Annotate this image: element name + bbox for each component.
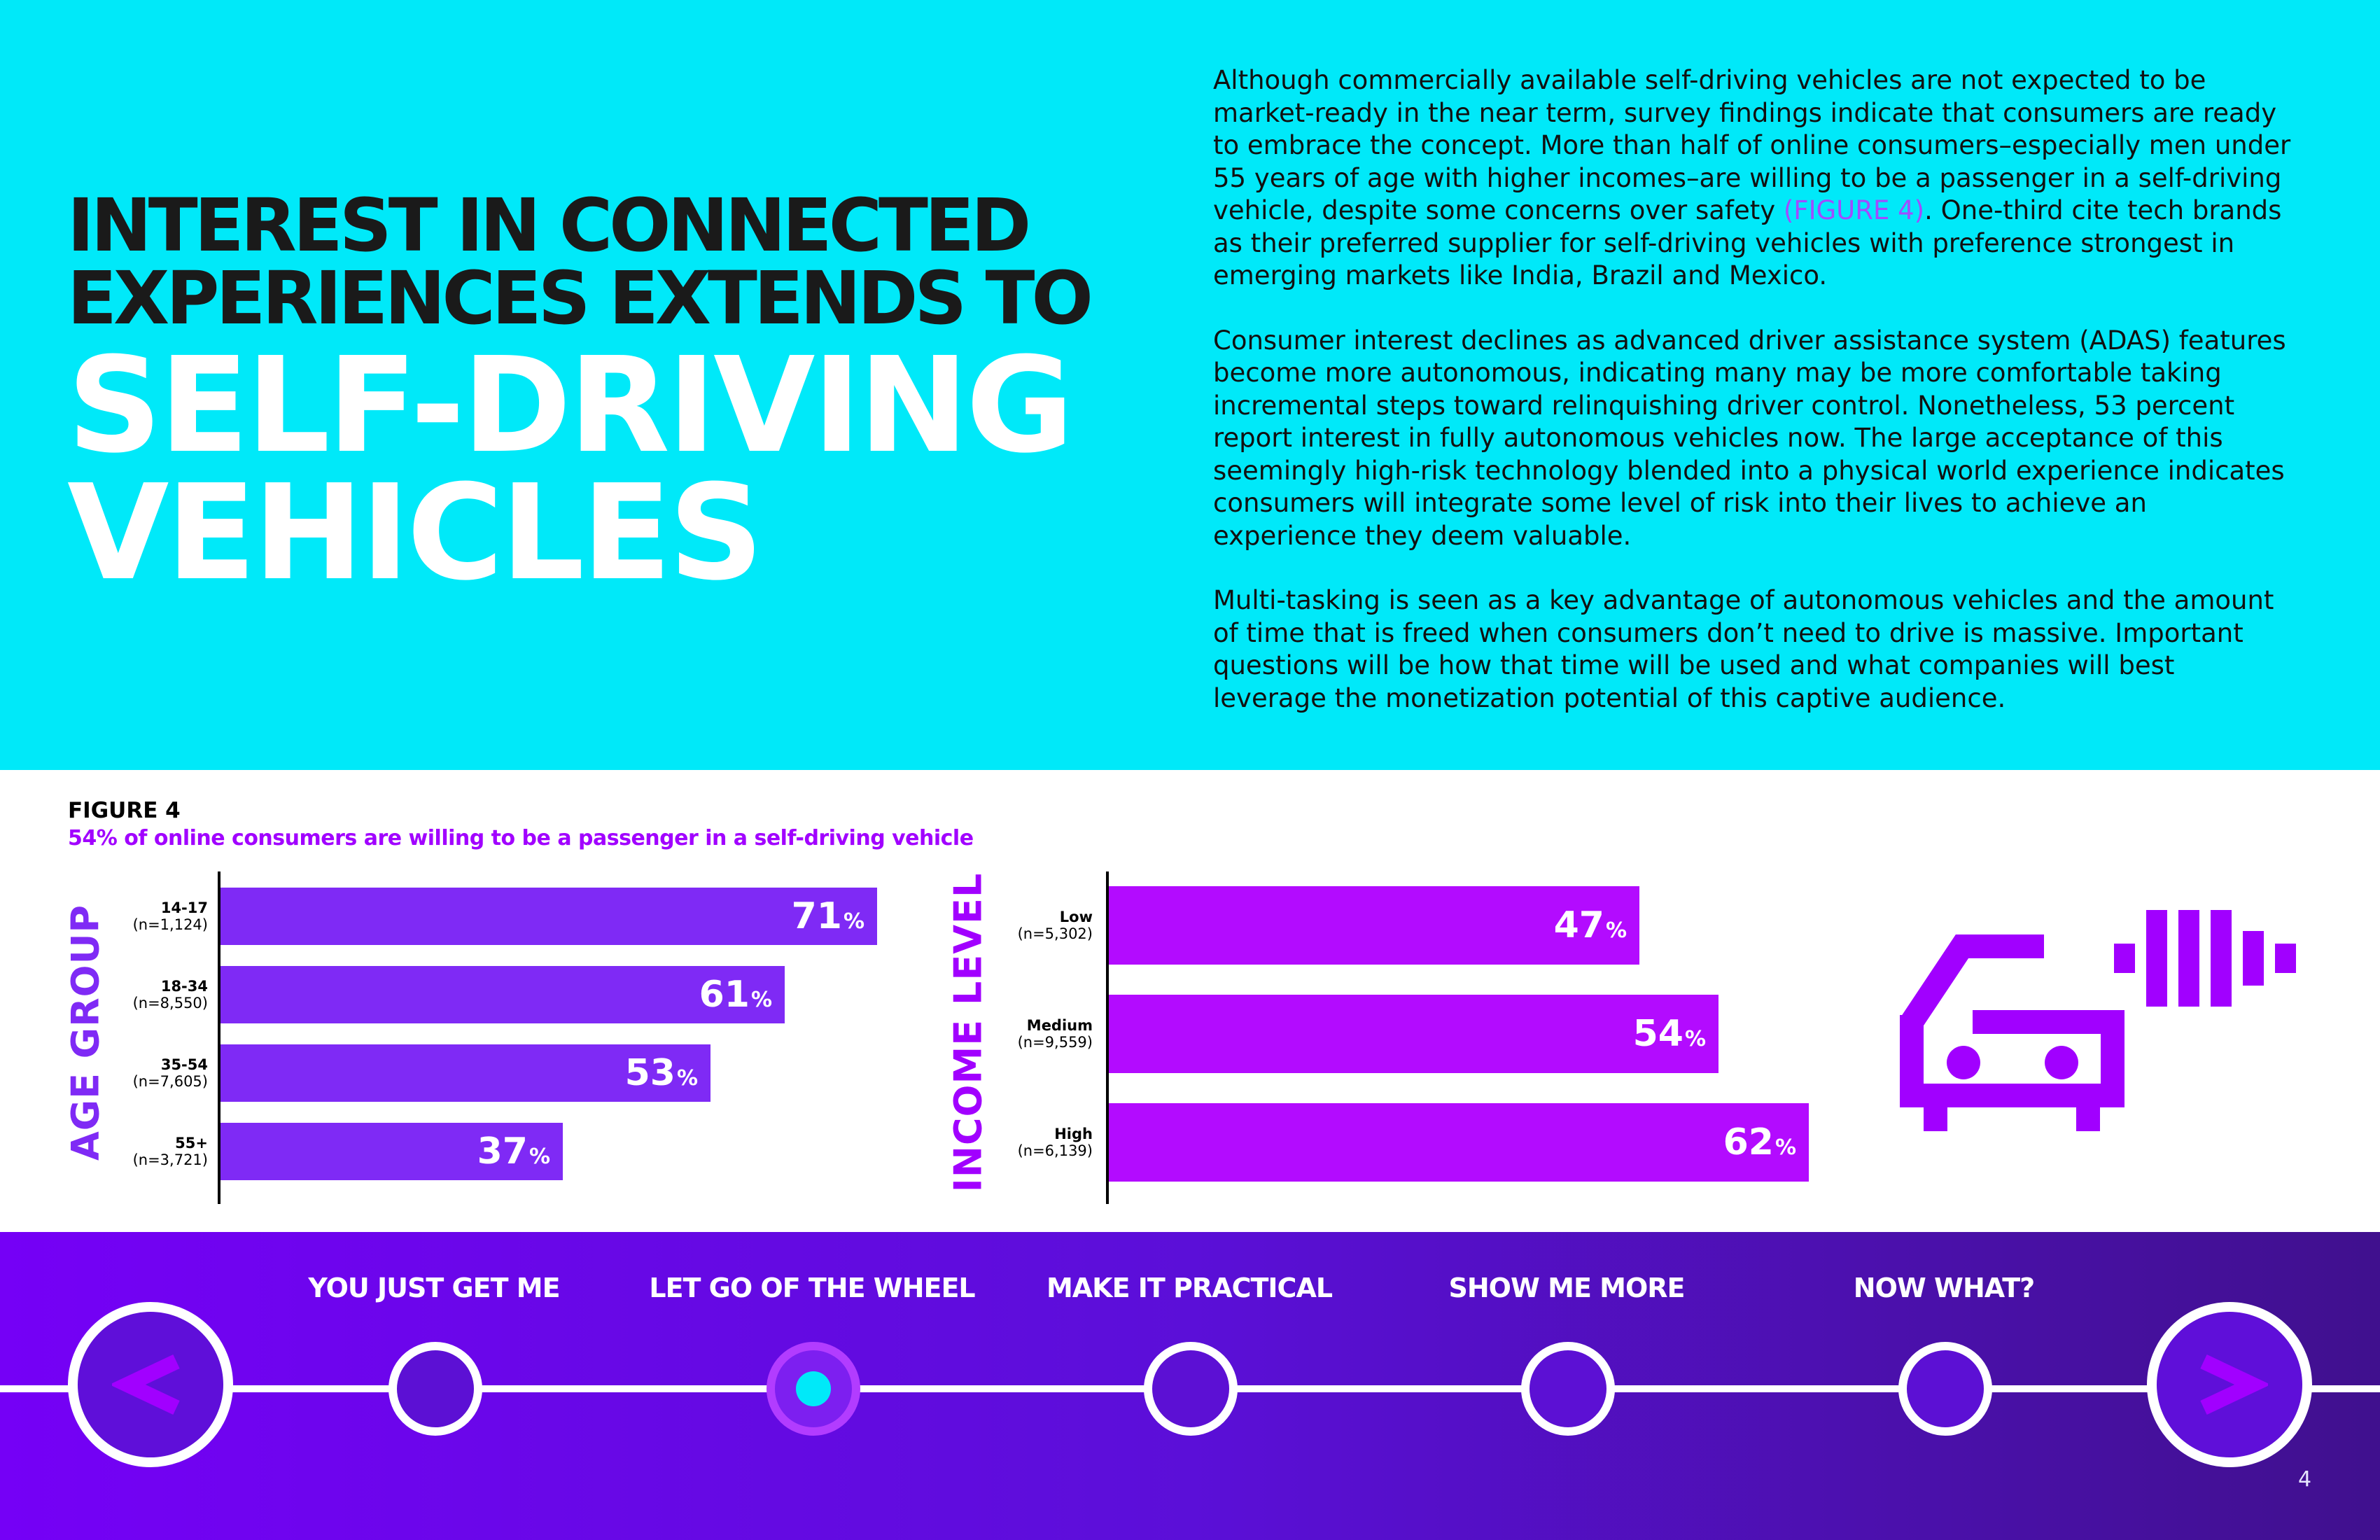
bar-value-number: 47 <box>1553 904 1604 946</box>
income-bar-medium: 54% <box>1109 995 1718 1073</box>
title-line-2: EXPERIENCES EXTENDS TO <box>67 255 1093 341</box>
figure-label: FIGURE 4 <box>68 798 181 823</box>
nav-label-now-what[interactable]: NOW WHAT? <box>1853 1273 2035 1303</box>
chevron-right-icon <box>2200 1354 2268 1415</box>
age-category-label: 55+ (n=3,721) <box>68 1135 208 1168</box>
intro-text: Although commercially available self-dri… <box>1213 64 2291 747</box>
bar-value-label: 61% <box>699 966 772 1023</box>
page-title: INTEREST IN CONNECTED EXPERIENCES EXTEND… <box>67 183 1159 610</box>
income-category-label: High (n=6,139) <box>953 1126 1093 1159</box>
title-line-4: VEHICLES <box>67 456 764 610</box>
figure-4-link[interactable]: (FIGURE 4) <box>1783 195 1925 225</box>
bar-value-label: 47% <box>1554 886 1627 965</box>
previous-button[interactable] <box>68 1302 233 1467</box>
bar-value-label: 53% <box>625 1044 698 1102</box>
signal-bar-5 <box>2243 931 2264 986</box>
page-number: 4 <box>2298 1467 2312 1492</box>
nav-label-you-just-get-me[interactable]: YOU JUST GET ME <box>308 1273 560 1303</box>
category-sample-size: (n=1,124) <box>132 916 208 933</box>
bar-value-number: 37 <box>477 1130 528 1172</box>
category-name: 14-17 <box>160 899 208 916</box>
nav-label-show-me-more[interactable]: SHOW ME MORE <box>1448 1273 1686 1303</box>
category-sample-size: (n=9,559) <box>1017 1034 1093 1051</box>
car-headlight-left <box>1947 1046 1980 1079</box>
self-driving-car-icon <box>1900 910 2296 1131</box>
nav-dot-show-me-more[interactable] <box>1521 1342 1615 1436</box>
signal-bar-6 <box>2275 944 2296 973</box>
bar-value-number: 71 <box>791 895 842 937</box>
category-name: 18-34 <box>160 978 208 995</box>
age-bar-55-: 37% <box>220 1123 563 1180</box>
paragraph-1-end: . One-third cite tech brands as their pr… <box>1213 195 2282 290</box>
category-name: Low <box>1059 909 1093 925</box>
car-headlight-right <box>2045 1046 2078 1079</box>
paragraph-2: Consumer interest declines as advanced d… <box>1213 325 2286 551</box>
age-bar-14-17: 71% <box>220 888 877 945</box>
figure-subtitle: 54% of online consumers are willing to b… <box>68 826 974 850</box>
category-sample-size: (n=8,550) <box>132 995 208 1011</box>
income-bar-high: 62% <box>1109 1103 1809 1182</box>
age-category-label: 14-17 (n=1,124) <box>68 899 208 933</box>
bar-value-number: 62 <box>1723 1121 1774 1163</box>
age-chart-axis <box>218 872 220 1204</box>
age-group-axis-title: AGE GROUP <box>63 904 108 1161</box>
nav-dot-let-go-of-the-wheel[interactable] <box>766 1342 860 1436</box>
next-button[interactable] <box>2147 1302 2312 1467</box>
bar-value-unit: % <box>1774 1135 1796 1160</box>
income-chart-axis <box>1106 872 1109 1204</box>
category-sample-size: (n=6,139) <box>1017 1142 1093 1159</box>
bar-value-unit: % <box>843 909 864 934</box>
category-name: High <box>1054 1126 1093 1142</box>
signal-bar-1 <box>2114 944 2135 973</box>
nav-dot-you-just-get-me[interactable] <box>388 1342 482 1436</box>
income-category-label: Medium (n=9,559) <box>953 1017 1093 1051</box>
nav-dot-now-what[interactable] <box>1898 1342 1992 1436</box>
paragraph-1: Although commercially available self-dri… <box>1213 64 2291 293</box>
bar-value-unit: % <box>1684 1026 1706 1051</box>
bar-value-unit: % <box>750 987 772 1012</box>
paragraph-3: Multi-tasking is seen as a key advantage… <box>1213 585 2274 713</box>
income-bar-low: 47% <box>1109 886 1639 965</box>
title-line-1: INTEREST IN CONNECTED <box>67 183 1031 268</box>
car-body <box>1900 1010 2124 1107</box>
nav-dot-make-it-practical[interactable] <box>1144 1342 1238 1436</box>
bar-value-label: 37% <box>477 1123 550 1180</box>
age-bar-35-54: 53% <box>220 1044 710 1102</box>
car-wheel-right <box>2076 1106 2100 1131</box>
age-category-label: 35-54 (n=7,605) <box>68 1056 208 1090</box>
bar-value-unit: % <box>528 1144 550 1169</box>
chevron-left-icon <box>112 1354 180 1415</box>
age-category-label: 18-34 (n=8,550) <box>68 978 208 1011</box>
income-category-label: Low (n=5,302) <box>953 909 1093 942</box>
category-sample-size: (n=5,302) <box>1017 925 1093 942</box>
active-indicator <box>796 1371 831 1406</box>
bar-value-number: 61 <box>699 974 750 1016</box>
signal-bar-2 <box>2146 910 2167 1007</box>
bar-value-label: 54% <box>1633 995 1706 1073</box>
bar-value-unit: % <box>1605 918 1627 943</box>
category-sample-size: (n=3,721) <box>132 1152 208 1168</box>
category-name: 35-54 <box>160 1056 208 1073</box>
paragraph-1-start: Although commercially available self-dri… <box>1213 65 2291 225</box>
category-sample-size: (n=7,605) <box>132 1073 208 1090</box>
nav-label-make-it-practical[interactable]: MAKE IT PRACTICAL <box>1046 1273 1333 1303</box>
title-line-3: SELF-DRIVING <box>67 329 1074 482</box>
bar-value-number: 53 <box>624 1052 676 1094</box>
car-roof <box>1901 934 2044 1029</box>
bar-value-label: 62% <box>1723 1103 1796 1182</box>
category-name: Medium <box>1026 1017 1093 1034</box>
age-bar-18-34: 61% <box>220 966 785 1023</box>
category-name: 55+ <box>175 1135 208 1152</box>
signal-bar-4 <box>2211 910 2232 1007</box>
nav-label-let-go-of-the-wheel[interactable]: LET GO OF THE WHEEL <box>649 1273 975 1303</box>
bar-value-unit: % <box>676 1065 698 1091</box>
bar-value-label: 71% <box>792 888 864 945</box>
hero-section <box>0 0 2380 770</box>
signal-bar-3 <box>2178 910 2199 1007</box>
car-wheel-left <box>1924 1106 1947 1131</box>
bar-value-number: 54 <box>1632 1013 1684 1055</box>
